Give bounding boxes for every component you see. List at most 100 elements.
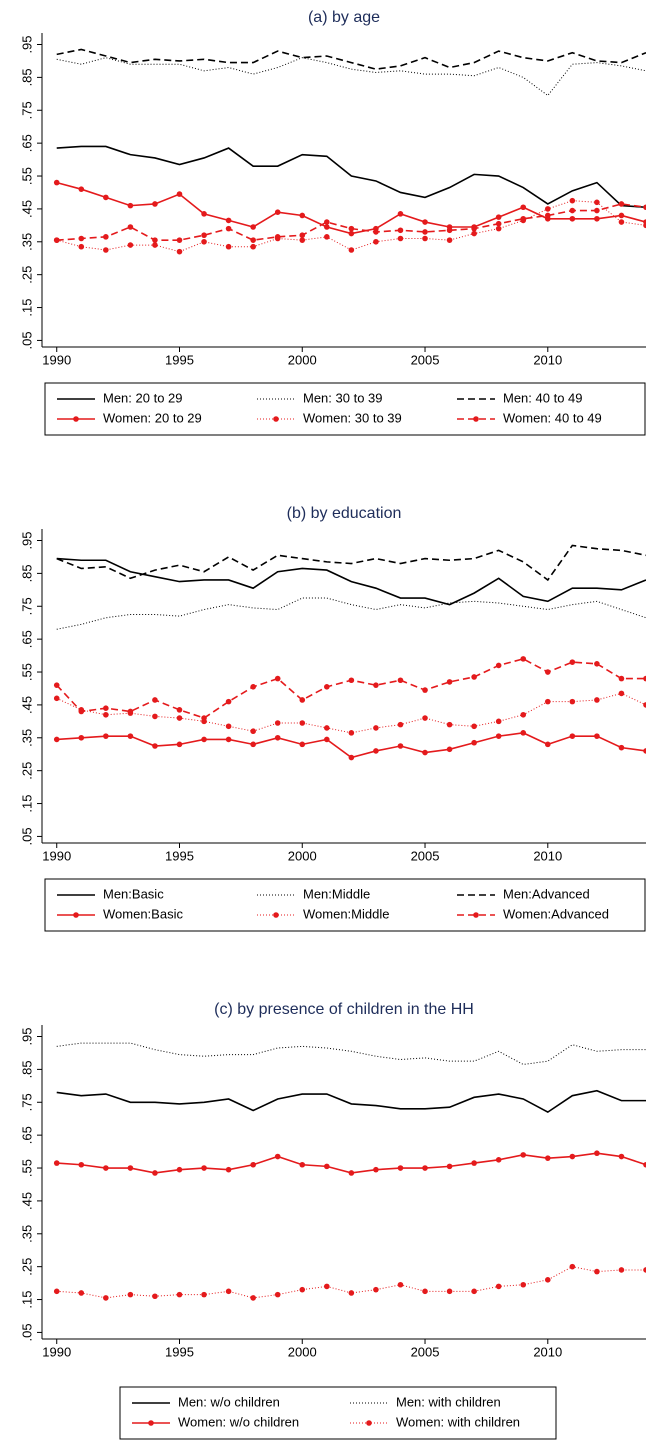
series-marker [397, 227, 404, 234]
series-marker [397, 1165, 404, 1171]
series-marker [446, 721, 453, 728]
series-marker [250, 684, 256, 690]
series-marker [373, 682, 379, 688]
series-marker [495, 718, 502, 725]
series-marker [78, 186, 85, 192]
series-marker [225, 1288, 232, 1295]
series-marker [594, 661, 600, 667]
series-marker [495, 1157, 502, 1163]
series-marker [643, 204, 646, 211]
series-line [56, 658, 646, 719]
series-line [56, 557, 646, 606]
series-marker [53, 682, 60, 688]
series-marker [471, 225, 477, 232]
legend-marker [273, 416, 279, 422]
series-marker [250, 728, 256, 735]
y-tick-label: .25 [19, 762, 34, 780]
series-marker [594, 215, 600, 222]
series-marker [127, 733, 134, 739]
legend-marker [73, 416, 79, 422]
series-marker [544, 669, 551, 675]
legend-label: Women: 40 to 49 [503, 410, 602, 425]
series-marker [446, 679, 453, 685]
legend-marker [473, 912, 479, 918]
series-marker [127, 242, 134, 248]
series-marker [373, 725, 379, 731]
series-marker [103, 1295, 109, 1301]
series-marker [520, 1152, 527, 1158]
y-tick-label: .05 [19, 827, 34, 845]
series-marker [176, 1166, 183, 1173]
chart-panel: (a) by age .05 .15 .25 .35 .45 .55 .65 .75 .85 .95… [19, 9, 646, 436]
series-marker [103, 711, 109, 718]
legend-marker [273, 912, 279, 918]
series-marker [618, 219, 625, 225]
y-tick-label: .35 [19, 1225, 34, 1243]
series-marker [127, 224, 134, 230]
series-marker [53, 695, 60, 702]
series-line [56, 597, 646, 630]
series-marker [348, 230, 355, 237]
series-marker [176, 248, 183, 255]
series-marker [373, 1166, 379, 1173]
series-marker [422, 235, 428, 242]
legend-label: Men: 40 to 49 [503, 390, 583, 405]
x-tick-label: 2010 [533, 1344, 562, 1359]
y-tick-label: .35 [19, 729, 34, 747]
series-marker [446, 1288, 453, 1295]
y-tick-label: .75 [19, 101, 34, 119]
series-line [56, 1042, 646, 1065]
series-marker [446, 1163, 453, 1170]
series-marker [373, 748, 379, 754]
y-tick-label: .05 [19, 331, 34, 349]
x-tick-label: 1995 [165, 352, 194, 367]
series-marker [471, 1160, 477, 1166]
chart-panel: (b) by education .05 .15 .25 .35 .45 .55 .65 .75… [19, 505, 646, 932]
series-marker [152, 201, 158, 207]
series-marker [618, 690, 625, 697]
series-marker [348, 1290, 355, 1296]
series-marker [569, 197, 576, 204]
series-marker [78, 708, 85, 715]
series-marker [78, 243, 85, 250]
series-marker [471, 230, 477, 237]
y-tick-label: .05 [19, 1323, 34, 1341]
series-marker [594, 733, 600, 739]
series-marker [348, 754, 355, 761]
series-marker [495, 220, 502, 227]
y-tick-label: .85 [19, 1060, 34, 1078]
x-tick-label: 2005 [411, 848, 440, 863]
series-marker [520, 215, 527, 222]
y-tick-label: .45 [19, 1192, 34, 1210]
series-marker [274, 720, 281, 726]
legend-label: Women: 30 to 39 [303, 410, 402, 425]
legend-box [44, 878, 646, 932]
legend-marker [148, 1420, 154, 1426]
x-tick-label: 2000 [288, 352, 317, 367]
series-marker [299, 741, 306, 748]
series-marker [520, 204, 527, 211]
series-marker [495, 662, 502, 669]
y-tick-label: .65 [19, 1126, 34, 1144]
series-marker [176, 707, 183, 713]
series-marker [250, 1161, 256, 1168]
series-marker [225, 723, 232, 730]
series-marker [250, 741, 256, 748]
x-tick-label: 1995 [165, 848, 194, 863]
chart-title: (b) by education [287, 505, 402, 522]
series-marker [103, 234, 109, 240]
series-marker [520, 1281, 527, 1288]
series-marker [373, 229, 379, 235]
series-marker [324, 224, 330, 230]
series-marker [594, 207, 600, 214]
series-marker [618, 212, 625, 219]
series-marker [152, 237, 158, 243]
chart-title: (a) by age [308, 9, 380, 26]
series-marker [471, 674, 477, 680]
series-marker [225, 243, 232, 250]
y-tick-label: .15 [19, 795, 34, 813]
series-line [56, 1089, 646, 1114]
series-marker [176, 741, 183, 748]
series-marker [176, 715, 183, 721]
